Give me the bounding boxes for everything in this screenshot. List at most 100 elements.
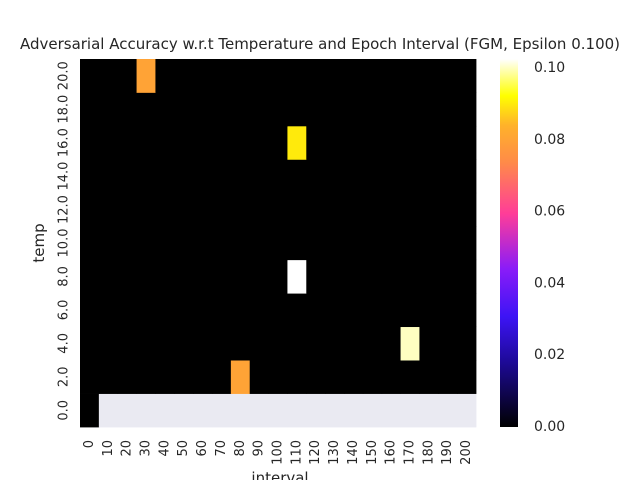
heatmap-cell	[230, 192, 251, 227]
heatmap-cell	[174, 360, 194, 394]
heatmap-cell	[268, 226, 288, 261]
heatmap-cell	[344, 92, 364, 127]
heatmap-cell	[381, 293, 401, 328]
heatmap-cell	[212, 393, 232, 428]
heatmap-cell	[400, 192, 420, 227]
heatmap-cell	[249, 192, 269, 227]
y-tick-label: 6.0	[57, 300, 72, 321]
heatmap-cell	[344, 125, 364, 160]
heatmap-cell	[362, 326, 383, 361]
heatmap-cell	[230, 125, 251, 160]
heatmap-cell	[362, 192, 383, 227]
heatmap-cell	[457, 259, 477, 294]
heatmap-cell	[457, 293, 477, 328]
heatmap-cell	[193, 226, 213, 261]
heatmap-cell	[344, 159, 364, 194]
heatmap-cell	[249, 59, 269, 93]
heatmap-cell	[249, 125, 269, 160]
heatmap-cell	[400, 293, 420, 328]
heatmap-cell	[325, 326, 345, 361]
heatmap-cell	[268, 360, 288, 394]
heatmap-cell	[325, 159, 345, 194]
heatmap-cell	[306, 159, 326, 194]
x-tick-label: 130	[327, 440, 342, 465]
heatmap-cell	[193, 159, 213, 194]
heatmap-cell	[325, 393, 345, 428]
heatmap-cells	[80, 59, 477, 428]
heatmap-cell	[325, 259, 345, 294]
heatmap-cell	[325, 92, 345, 127]
x-tick-label: 0	[82, 440, 97, 448]
heatmap-cell	[212, 259, 232, 294]
heatmap-cell	[362, 360, 383, 394]
heatmap-cell	[325, 226, 345, 261]
heatmap-cell	[400, 259, 420, 294]
y-axis-label: temp	[30, 223, 48, 262]
colorbar-tick-label: 0.08	[534, 132, 565, 148]
colorbar-tick-label: 0.10	[534, 60, 565, 76]
heatmap-cell	[117, 360, 137, 394]
heatmap-cell	[117, 393, 137, 428]
heatmap-cell	[155, 125, 175, 160]
heatmap-cell	[80, 125, 100, 160]
heatmap-cell	[287, 92, 307, 127]
heatmap-cell	[325, 360, 345, 394]
heatmap-cell	[80, 259, 100, 294]
heatmap-cell	[362, 259, 383, 294]
heatmap-cell	[381, 360, 401, 394]
heatmap-cell	[400, 125, 420, 160]
y-axis-ticks: 0.0 2.0 4.0 6.0 8.0 10.0 12.0 14.0 16.0 18.0 20.0	[57, 61, 72, 420]
heatmap-cell	[419, 192, 439, 227]
heatmap-cell	[400, 360, 420, 394]
heatmap-cell	[325, 59, 345, 93]
heatmap-cell	[193, 393, 213, 428]
heatmap-cell	[230, 360, 251, 394]
x-tick-label: 150	[365, 440, 380, 465]
heatmap-cell	[419, 59, 439, 93]
colorbar-tick-label: 0.02	[534, 347, 565, 363]
heatmap-cell	[98, 159, 119, 194]
heatmap-cell	[381, 226, 401, 261]
heatmap-cell	[174, 159, 194, 194]
heatmap-cell	[117, 125, 137, 160]
y-tick-label: 4.0	[57, 333, 72, 354]
heatmap-cell	[438, 125, 458, 160]
heatmap-cell	[344, 393, 364, 428]
heatmap-cell	[193, 293, 213, 328]
heatmap-cell	[193, 360, 213, 394]
heatmap-cell	[230, 92, 251, 127]
heatmap-cell	[400, 226, 420, 261]
x-axis-ticks: 0 10 20 30 40 50 60 70 80 90 100 110 120 130 140 150 160…	[82, 440, 474, 465]
heatmap-cell	[98, 92, 119, 127]
x-tick-label: 160	[384, 440, 399, 465]
colorbar-ticks: 0.00 0.02 0.04 0.06 0.08 0.10	[534, 60, 565, 435]
y-tick-label: 20.0	[57, 61, 72, 90]
heatmap-cell	[362, 125, 383, 160]
heatmap-cell	[438, 360, 458, 394]
heatmap-cell	[419, 393, 439, 428]
heatmap-cell	[212, 159, 232, 194]
heatmap-cell	[287, 192, 307, 227]
heatmap-cell	[136, 159, 156, 194]
heatmap-cell	[193, 192, 213, 227]
heatmap-cell	[136, 192, 156, 227]
heatmap-cell	[438, 159, 458, 194]
heatmap-cell	[98, 326, 119, 361]
heatmap-cell	[212, 326, 232, 361]
heatmap-cell	[344, 259, 364, 294]
colorbar-tick-label: 0.00	[534, 419, 565, 435]
heatmap-cell	[98, 360, 119, 394]
heatmap-cell	[457, 59, 477, 93]
heatmap-cell	[136, 326, 156, 361]
heatmap-cell	[174, 226, 194, 261]
heatmap-cell	[287, 259, 307, 294]
heatmap-cell	[230, 159, 251, 194]
heatmap-cell	[325, 192, 345, 227]
heatmap-cell	[268, 393, 288, 428]
heatmap-cell	[306, 393, 326, 428]
heatmap-cell	[287, 293, 307, 328]
heatmap-cell	[80, 92, 100, 127]
heatmap-cell	[117, 293, 137, 328]
heatmap-cell	[381, 192, 401, 227]
